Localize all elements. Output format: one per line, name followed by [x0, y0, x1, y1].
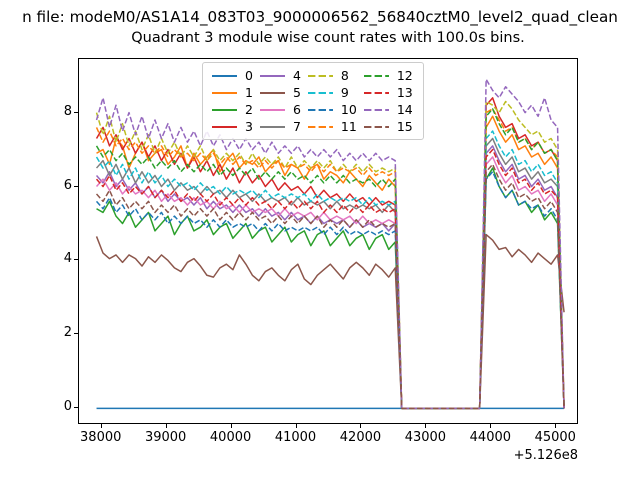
- legend-label-4: 4: [292, 67, 301, 83]
- legend-swatch-7: [259, 125, 285, 128]
- legend-swatch-3: [212, 125, 237, 128]
- legend-swatch-15: [363, 125, 389, 128]
- legend-swatch-2: [212, 108, 237, 111]
- legend-entry-15[interactable]: 15: [361, 118, 417, 135]
- legend-entry-8[interactable]: 8: [305, 67, 361, 84]
- legend-entry-6[interactable]: 6: [257, 101, 305, 118]
- legend-entry-10[interactable]: 10: [305, 101, 361, 118]
- legend-column: 12 13 14 15: [361, 67, 417, 135]
- series-line-14: [95, 78, 565, 410]
- legend-entry-14[interactable]: 14: [361, 101, 417, 118]
- x-tick-label: 42000: [339, 430, 382, 445]
- legend-label-10: 10: [340, 101, 357, 117]
- y-tick-mark: [74, 111, 78, 113]
- legend-entry-9[interactable]: 9: [305, 84, 361, 101]
- x-tick-label: 40000: [209, 430, 252, 445]
- series-line-6: [95, 156, 565, 410]
- legend-entry-7[interactable]: 7: [257, 118, 305, 135]
- legend-label-7: 7: [292, 118, 301, 134]
- figure-suptitle: n file: modeM0/AS1A14_083T03_9000006562_…: [0, 8, 640, 26]
- legend-swatch-1: [212, 91, 237, 94]
- legend-swatch-12: [363, 74, 389, 77]
- x-tick-mark: [100, 424, 102, 428]
- y-tick-mark: [74, 259, 78, 261]
- chart-legend: 0 1 2 3 4 5 6 7 8 9 10 11 12 13 14 15: [202, 62, 424, 140]
- legend-swatch-0: [212, 74, 237, 77]
- legend-entry-11[interactable]: 11: [305, 118, 361, 135]
- series-line-12: [95, 108, 565, 410]
- series-line-2: [96, 167, 565, 410]
- x-axis-offset-label: +5.126e8: [513, 448, 578, 463]
- legend-entry-1[interactable]: 1: [209, 84, 257, 101]
- x-tick-label: 45000: [534, 430, 576, 445]
- legend-swatch-11: [307, 125, 333, 128]
- series-line-11: [95, 108, 565, 410]
- x-tick-label: 39000: [144, 430, 187, 445]
- legend-swatch-13: [363, 91, 389, 94]
- legend-swatch-5: [259, 91, 285, 94]
- y-tick-label: 0: [63, 399, 72, 415]
- series-line-3: [95, 97, 565, 410]
- y-tick-mark: [74, 407, 78, 409]
- y-tick-mark: [74, 185, 78, 187]
- x-tick-mark: [295, 424, 297, 428]
- legend-label-5: 5: [292, 84, 301, 100]
- legend-entry-4[interactable]: 4: [257, 67, 305, 84]
- legend-label-1: 1: [245, 84, 253, 100]
- y-tick-mark: [74, 333, 78, 335]
- series-line-8: [95, 100, 565, 410]
- legend-label-2: 2: [245, 101, 253, 117]
- axes-title: Quadrant 3 module wise count rates with …: [131, 30, 525, 46]
- x-tick-mark: [165, 424, 167, 428]
- legend-swatch-9: [307, 91, 333, 94]
- figure-suptitle-text: n file: modeM0/AS1A14_083T03_9000006562_…: [22, 8, 618, 26]
- x-tick-label: 41000: [274, 430, 317, 445]
- legend-label-12: 12: [396, 67, 413, 83]
- legend-entry-13[interactable]: 13: [361, 84, 417, 101]
- legend-swatch-8: [307, 74, 333, 77]
- x-tick-label: 38000: [80, 430, 122, 445]
- series-line-15: [95, 163, 565, 410]
- legend-column: 8 9 10 11: [305, 67, 361, 135]
- legend-label-0: 0: [245, 67, 253, 83]
- legend-label-8: 8: [340, 67, 349, 83]
- legend-label-9: 9: [340, 84, 349, 100]
- x-tick-label: 43000: [404, 430, 447, 445]
- x-tick-mark: [425, 424, 427, 428]
- series-line-13: [95, 148, 565, 410]
- legend-entry-5[interactable]: 5: [257, 84, 305, 101]
- legend-label-13: 13: [396, 84, 413, 100]
- x-tick-mark: [230, 424, 232, 428]
- x-tick-mark: [555, 424, 557, 428]
- y-tick-label: 8: [63, 103, 72, 119]
- legend-label-14: 14: [396, 101, 413, 117]
- series-line-5: [95, 233, 565, 410]
- legend-label-11: 11: [340, 118, 357, 134]
- series-line-10: [95, 171, 565, 410]
- legend-swatch-4: [259, 74, 285, 77]
- legend-label-15: 15: [396, 118, 413, 134]
- legend-label-3: 3: [245, 118, 253, 134]
- legend-swatch-6: [259, 108, 285, 111]
- y-tick-label: 2: [63, 325, 72, 341]
- legend-swatch-10: [307, 108, 333, 111]
- x-tick-mark: [490, 424, 492, 428]
- legend-entry-12[interactable]: 12: [361, 67, 417, 84]
- legend-entry-3[interactable]: 3: [209, 118, 257, 135]
- legend-entry-2[interactable]: 2: [209, 101, 257, 118]
- legend-label-6: 6: [292, 101, 301, 117]
- legend-swatch-14: [363, 108, 389, 111]
- plot-lines: [95, 78, 565, 410]
- y-tick-label: 6: [63, 177, 72, 193]
- legend-entry-0[interactable]: 0: [209, 67, 257, 84]
- x-tick-label: 44000: [469, 430, 512, 445]
- y-tick-label: 4: [63, 251, 72, 267]
- series-line-7: [95, 137, 565, 410]
- x-tick-mark: [360, 424, 362, 428]
